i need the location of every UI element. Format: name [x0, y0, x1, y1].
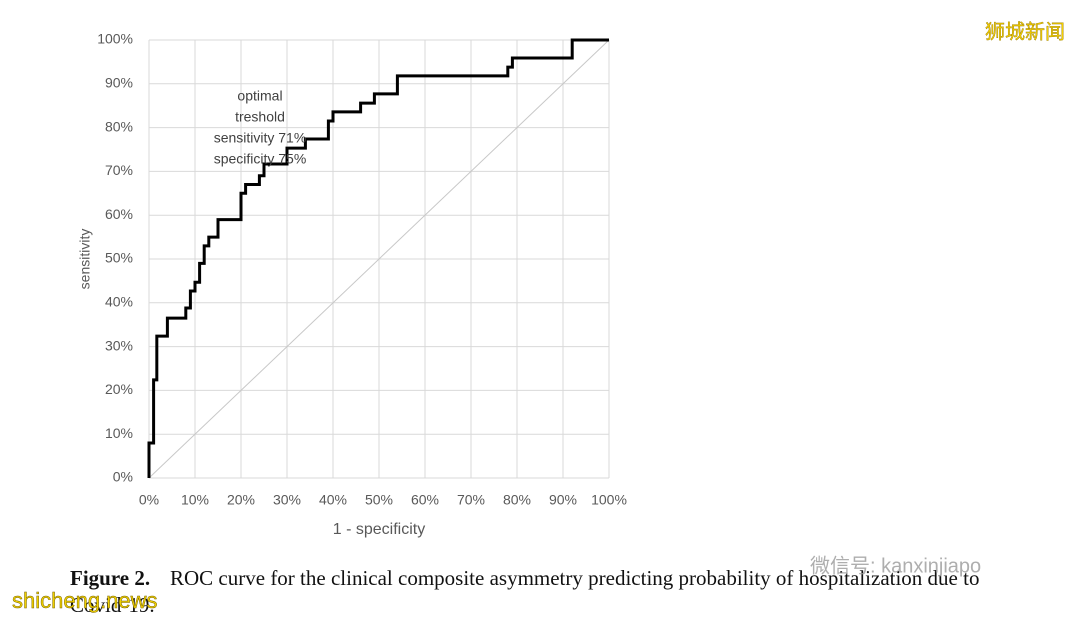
x-tick-label: 90%: [549, 492, 577, 508]
y-tick-label: 0%: [113, 469, 133, 485]
annotation-text: sensitivity 71%: [214, 130, 307, 146]
caption-text: Covid-19.: [70, 593, 155, 617]
x-tick-label: 60%: [411, 492, 439, 508]
roc-line: [148, 39, 610, 479]
x-tick-label: 10%: [181, 492, 209, 508]
y-tick-label: 20%: [105, 381, 133, 397]
annotation-text: specificity 75%: [214, 151, 307, 167]
y-tick-label: 30%: [105, 337, 133, 353]
roc-line: [147, 38, 609, 478]
x-tick-label: 0%: [139, 492, 159, 508]
y-tick-label: 70%: [105, 162, 133, 178]
y-tick-label: 10%: [105, 425, 133, 441]
x-tick-label: 100%: [591, 492, 627, 508]
x-tick-label: 80%: [503, 492, 531, 508]
caption-label: Figure 2.: [70, 566, 150, 590]
annotation-text: optimal: [237, 88, 282, 104]
watermark: shicheng.news: [12, 588, 158, 613]
x-tick-label: 30%: [273, 492, 301, 508]
caption-text: ROC curve for the clinical composite asy…: [170, 566, 979, 590]
y-tick-label: 80%: [105, 118, 133, 134]
watermark: 狮城新闻: [985, 20, 1065, 43]
y-axis-label: sensitivity: [77, 229, 93, 290]
y-tick-label: 60%: [105, 206, 133, 222]
y-tick-label: 50%: [105, 250, 133, 266]
x-tick-label: 70%: [457, 492, 485, 508]
x-tick-label: 20%: [227, 492, 255, 508]
y-tick-label: 100%: [97, 31, 133, 47]
y-tick-label: 40%: [105, 294, 133, 310]
x-axis-label: 1 - specificity: [333, 521, 425, 538]
x-tick-label: 40%: [319, 492, 347, 508]
watermark: 微信号: kanxinjiapo: [810, 554, 981, 577]
annotation-text: treshold: [235, 109, 285, 125]
y-tick-label: 90%: [105, 75, 133, 91]
x-tick-label: 50%: [365, 492, 393, 508]
